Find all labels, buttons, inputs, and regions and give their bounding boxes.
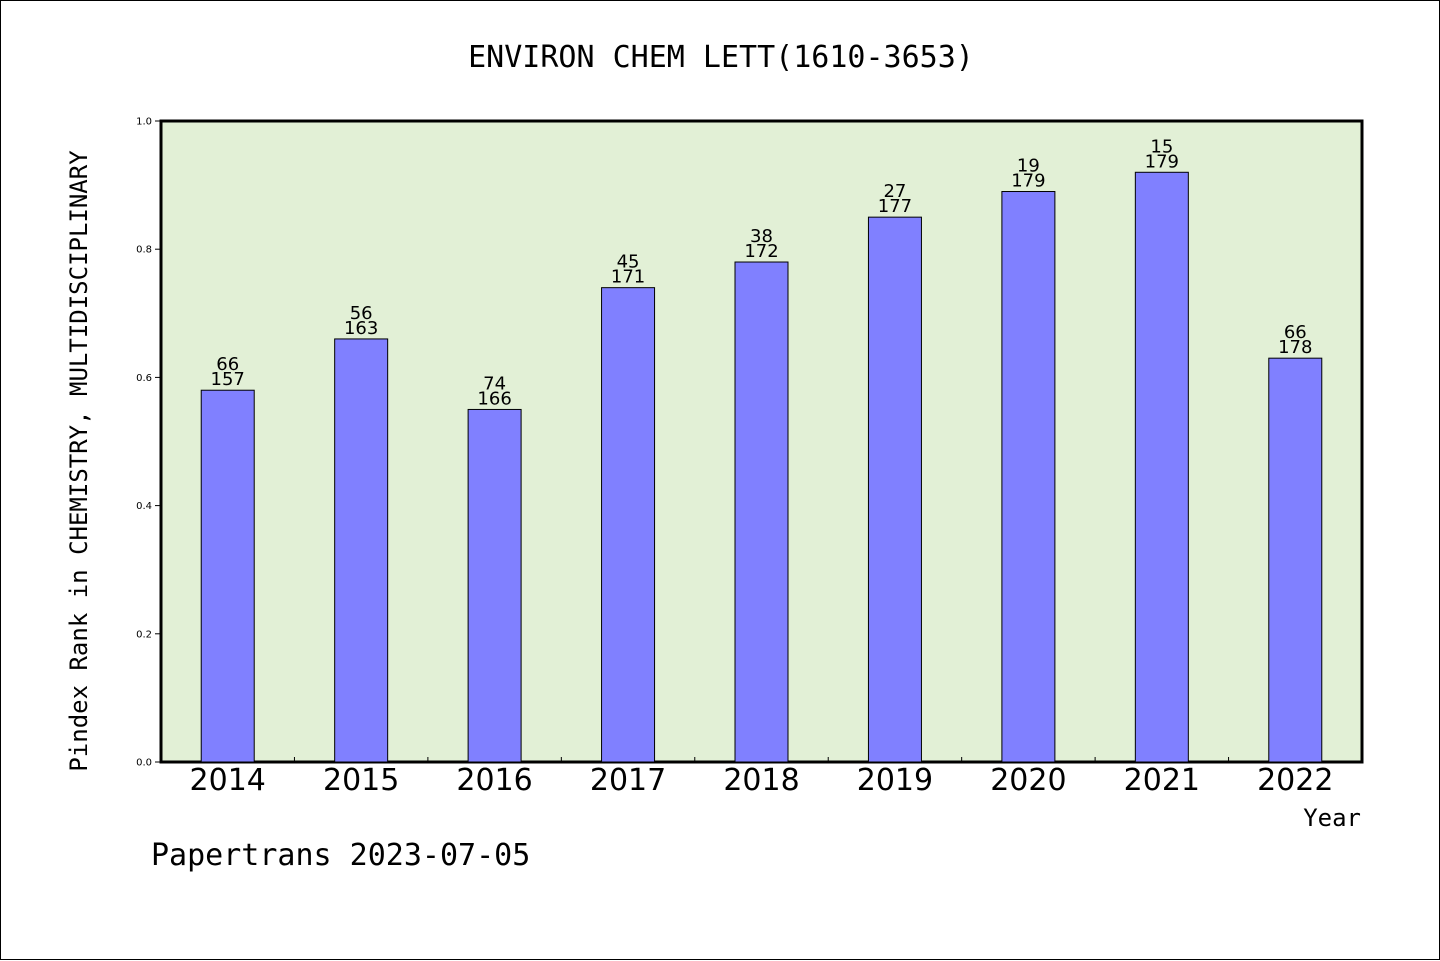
y-tick-label: 0.8 [136,245,152,256]
chart-title: ENVIRON CHEM LETT(1610-3653) [468,40,974,75]
y-tick-label: 0.4 [136,501,152,512]
bar-2015 [334,338,389,763]
bar-2016 [467,408,522,763]
x-tick-label: 2018 [723,763,799,798]
bar-total-label: 177 [878,196,912,217]
x-tick-label: 2021 [1124,763,1200,798]
x-axis [293,757,1230,762]
footer-text: Papertrans 2023-07-05 [151,838,530,873]
bar-total-label: 179 [1145,151,1179,172]
x-tick-label: 2015 [323,763,399,798]
x-tick-labels: 2014 2015 2016 2017 2018 2019 2020 2021 2022 [190,763,1334,798]
bar-rank-label: 45 [617,252,640,273]
x-tick-label: 2019 [857,763,933,798]
bar-2014 [200,389,255,763]
bar-labels: 6615756163741664517138172271771917915179… [211,136,1313,409]
y-tick-label: 0.0 [136,758,152,769]
bar-2018 [734,261,789,763]
bar-total-label: 166 [477,388,511,409]
y-tick-label: 0.2 [136,629,152,640]
bar-rank-label: 66 [216,354,239,375]
bar-2019 [867,216,922,763]
bar-total-label: 157 [211,369,245,390]
bar-series [200,171,1323,763]
bar-total-label: 171 [611,267,645,288]
bar-total-label: 163 [344,318,378,339]
bar-rank-label: 27 [883,181,906,202]
y-tick-label: 0.6 [136,373,152,384]
bar-rank-label: 66 [1284,322,1307,343]
bar-2021 [1134,171,1189,763]
bar-total-label: 179 [1011,171,1045,192]
x-tick-label: 2014 [190,763,266,798]
bar-rank-label: 74 [483,373,506,394]
x-tick-label: 2017 [590,763,666,798]
x-tick-label: 2022 [1257,763,1333,798]
bar-2020 [1001,191,1056,763]
bar-rank-label: 56 [350,303,373,324]
bar-rank-label: 19 [1017,156,1040,177]
y-axis: 0.0 0.2 0.4 0.6 0.8 1.0 [136,117,161,769]
bar-2017 [601,287,656,763]
bar-total-label: 178 [1278,337,1312,358]
bar-total-label: 172 [744,241,778,262]
bar-2022 [1268,357,1323,763]
bar-rank-label: 38 [750,226,773,247]
y-tick-label: 1.0 [136,117,152,128]
bar-rank-label: 15 [1150,136,1173,157]
x-tick-label: 2016 [456,763,532,798]
y-axis-label: Pindex Rank in CHEMISTRY, MULTIDISCIPLIN… [65,150,93,772]
x-axis-label: Year [1303,804,1361,832]
x-tick-label: 2020 [990,763,1066,798]
